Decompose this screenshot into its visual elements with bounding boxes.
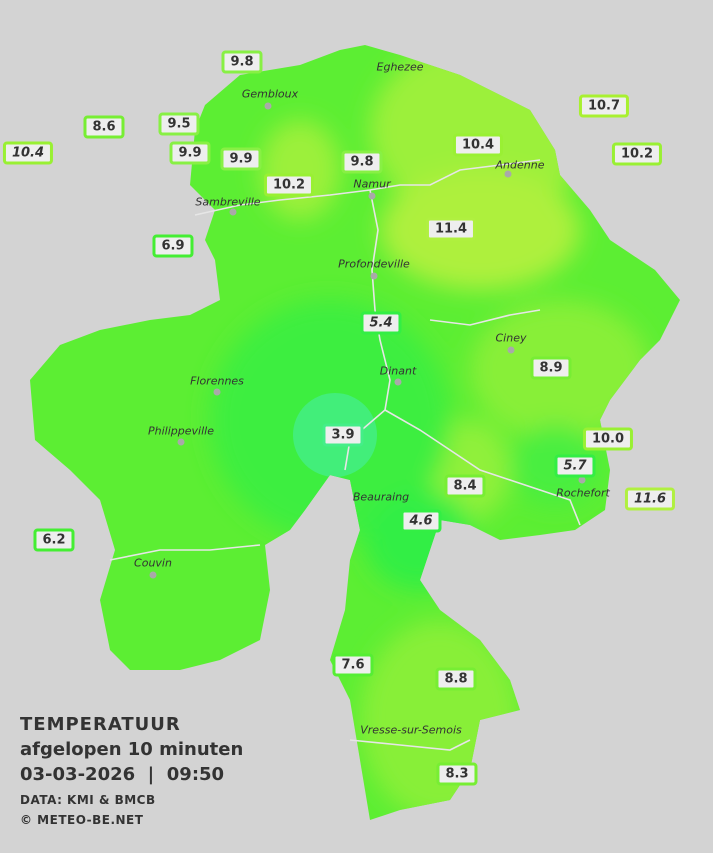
legend-source: DATA: KMI & BMCB [20, 793, 156, 807]
station-temperature: 10.2 [611, 142, 663, 166]
town-marker [149, 571, 157, 579]
station-temperature: 9.8 [341, 150, 383, 174]
town-marker [213, 388, 221, 396]
town-label: Dinant [379, 364, 417, 378]
station-temperature: 11.6 [624, 487, 676, 511]
station-temperature: 6.2 [33, 528, 75, 552]
station-temperature: 8.9 [530, 356, 572, 380]
station-temperature: 10.4 [452, 133, 504, 157]
town-marker [394, 378, 402, 386]
town-label: Namur [353, 177, 391, 191]
town-label: Eghezee [376, 60, 424, 74]
station-temperature: 3.9 [322, 423, 364, 447]
station-temperature: 4.6 [400, 509, 442, 533]
town-marker [504, 170, 512, 178]
station-temperature: 9.9 [220, 147, 262, 171]
town-label: Sambreville [195, 195, 261, 209]
station-temperature: 10.2 [263, 173, 315, 197]
legend: TEMPERATUUR afgelopen 10 minuten 03-03-2… [20, 712, 243, 830]
town-marker [177, 438, 185, 446]
station-temperature: 5.7 [554, 454, 596, 478]
station-temperature: 10.4 [2, 141, 54, 165]
town-marker [507, 346, 515, 354]
town-label: Florennes [190, 374, 244, 388]
station-temperature: 10.0 [582, 427, 634, 451]
town-label: Couvin [134, 556, 172, 570]
town-label: Rochefort [556, 486, 610, 500]
town-marker [368, 192, 376, 200]
legend-subtitle: afgelopen 10 minuten [20, 739, 244, 760]
station-temperature: 9.5 [158, 112, 200, 136]
station-temperature: 8.4 [444, 474, 486, 498]
town-marker [264, 102, 272, 110]
town-label: Gembloux [241, 87, 299, 101]
town-label: Ciney [495, 331, 527, 345]
town-label: Philippeville [148, 424, 214, 438]
station-temperature: 5.4 [360, 311, 402, 335]
station-temperature: 6.9 [152, 234, 194, 258]
legend-copyright: © METEO-BE.NET [20, 813, 144, 827]
town-label: Profondeville [338, 257, 410, 271]
station-temperature: 8.3 [436, 762, 478, 786]
legend-title: TEMPERATUUR [20, 714, 181, 735]
station-temperature: 7.6 [332, 653, 374, 677]
town-marker [229, 208, 237, 216]
station-temperature: 9.8 [221, 50, 263, 74]
legend-datetime: 03-03-2026 | 09:50 [20, 764, 225, 785]
town-label: Beauraing [352, 490, 410, 504]
town-marker [370, 272, 378, 280]
town-label: Andenne [495, 158, 545, 172]
town-label: Vresse-sur-Semois [360, 723, 462, 737]
town-marker [578, 476, 586, 484]
station-temperature: 8.6 [83, 115, 125, 139]
station-temperature: 9.9 [169, 141, 211, 165]
station-temperature: 10.7 [578, 94, 630, 118]
station-temperature: 8.8 [435, 667, 477, 691]
station-temperature: 11.4 [425, 217, 477, 241]
